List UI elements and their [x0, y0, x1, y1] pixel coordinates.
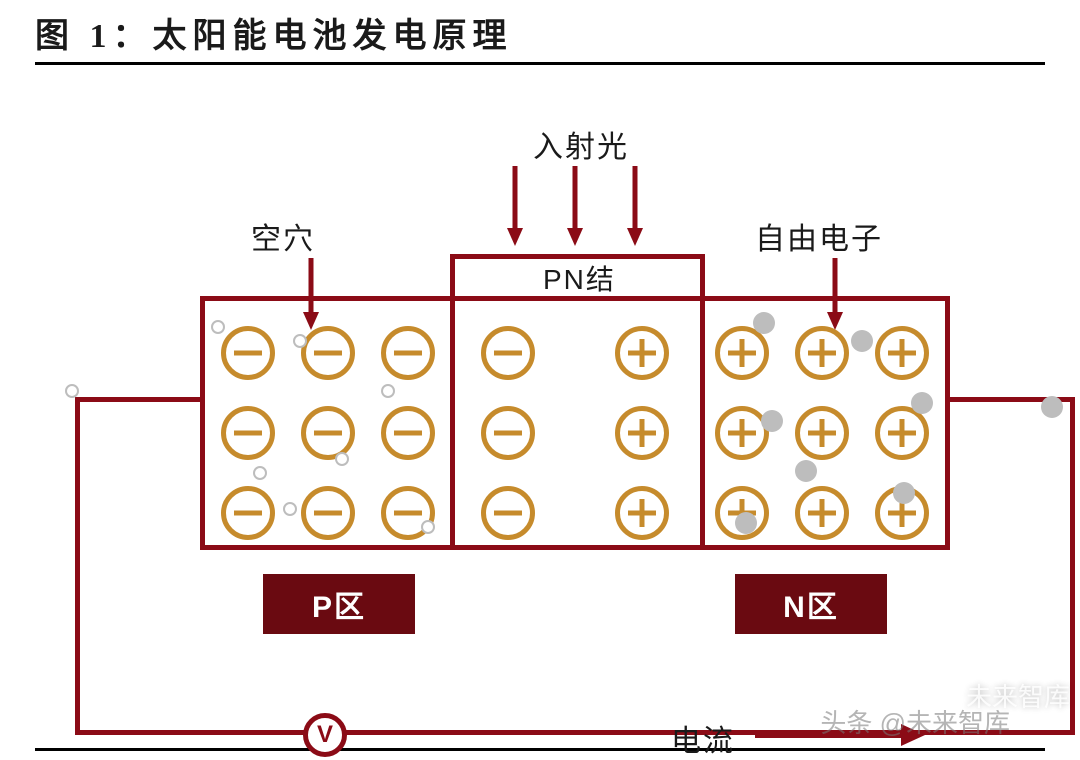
- electron-dot: [911, 392, 933, 414]
- hole-dot: [335, 452, 349, 466]
- n-region-label: N区: [735, 574, 887, 634]
- charge-minus: [381, 406, 435, 460]
- charge-minus: [301, 326, 355, 380]
- electron-dot: [761, 410, 783, 432]
- electron-label-arrow: [827, 258, 843, 330]
- figure-title: 图 1：太阳能电池发电原理: [35, 8, 513, 57]
- light-arrow-1: [507, 166, 523, 246]
- charge-plus: [715, 326, 769, 380]
- charge-minus: [481, 326, 535, 380]
- hole-dot: [381, 384, 395, 398]
- charge-plus: [615, 406, 669, 460]
- electron-dot: [795, 460, 817, 482]
- charge-plus: [615, 326, 669, 380]
- hole-dot: [283, 502, 297, 516]
- hole-dot: [293, 334, 307, 348]
- light-arrow-2: [567, 166, 583, 246]
- label-incident-light: 入射光: [533, 122, 629, 166]
- label-hole: 空穴: [251, 214, 315, 258]
- label-pn-junction: PN结: [543, 258, 616, 298]
- cell-divider-1: [450, 296, 455, 550]
- hole-label-arrow: [303, 258, 319, 330]
- hole-dot: [65, 384, 79, 398]
- charge-plus: [875, 326, 929, 380]
- charge-minus: [481, 486, 535, 540]
- charge-plus: [795, 406, 849, 460]
- charge-minus: [381, 326, 435, 380]
- electron-dot: [1041, 396, 1063, 418]
- charge-minus: [221, 406, 275, 460]
- charge-plus: [795, 486, 849, 540]
- watermark-brand: 未来智库: [966, 677, 1070, 714]
- charge-plus: [615, 486, 669, 540]
- hole-dot: [211, 320, 225, 334]
- rule-bottom: [35, 748, 1045, 751]
- electron-dot: [753, 312, 775, 334]
- light-arrow-3: [627, 166, 643, 246]
- charge-plus: [875, 406, 929, 460]
- electron-dot: [735, 512, 757, 534]
- p-region-label: P区: [263, 574, 415, 634]
- charge-minus: [301, 486, 355, 540]
- cell-divider-2: [700, 296, 705, 550]
- charge-minus: [301, 406, 355, 460]
- electron-dot: [851, 330, 873, 352]
- charge-minus: [221, 326, 275, 380]
- charge-minus: [481, 406, 535, 460]
- diagram-canvas: 入射光 PN结 空穴 自由电子 P区 N区 V 电流: [35, 62, 1045, 742]
- label-free-electron: 自由电子: [755, 214, 883, 258]
- charge-plus: [795, 326, 849, 380]
- electron-dot: [893, 482, 915, 504]
- hole-dot: [253, 466, 267, 480]
- charge-minus: [221, 486, 275, 540]
- hole-dot: [421, 520, 435, 534]
- label-current: 电流: [671, 716, 735, 760]
- charge-plus: [715, 406, 769, 460]
- voltmeter: V: [303, 713, 347, 757]
